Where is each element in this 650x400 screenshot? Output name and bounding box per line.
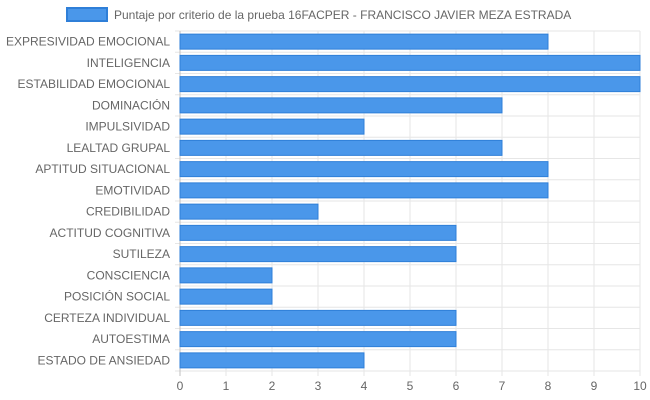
bar[interactable] <box>179 118 365 135</box>
bar[interactable] <box>179 331 457 348</box>
bar[interactable] <box>179 224 457 241</box>
x-axis-ticks: 0 1 2 3 4 5 6 7 8 9 10 <box>177 379 647 393</box>
x-tick-label: 1 <box>223 379 230 393</box>
legend-swatch <box>66 7 108 22</box>
bar[interactable] <box>179 139 503 156</box>
category-label: CERTEZA INDIVIDUAL <box>44 311 170 325</box>
bar[interactable] <box>179 246 457 263</box>
x-tick-label: 9 <box>591 379 598 393</box>
x-tick-label: 3 <box>315 379 322 393</box>
category-label: EXPRESIVIDAD EMOCIONAL <box>6 35 170 49</box>
category-label: SUTILEZA <box>113 247 170 261</box>
x-tick-label: 8 <box>545 379 552 393</box>
category-label: POSICIÓN SOCIAL <box>64 289 170 304</box>
bar[interactable] <box>179 288 273 305</box>
bar[interactable] <box>179 97 503 114</box>
bars <box>179 33 641 369</box>
category-label: EMOTIVIDAD <box>95 183 170 197</box>
category-label: ESTADO DE ANSIEDAD <box>38 353 171 367</box>
category-label: ESTABILIDAD EMOCIONAL <box>18 77 171 91</box>
bar[interactable] <box>179 309 457 326</box>
x-tick-label: 4 <box>361 379 368 393</box>
x-tick-label: 5 <box>407 379 414 393</box>
bar[interactable] <box>179 352 365 369</box>
category-label: CONSCIENCIA <box>87 268 170 282</box>
bar[interactable] <box>179 76 641 93</box>
category-label: INTELIGENCIA <box>87 56 170 70</box>
bar[interactable] <box>179 267 273 284</box>
category-label: APTITUD SITUACIONAL <box>35 162 170 176</box>
category-labels: EXPRESIVIDAD EMOCIONAL INTELIGENCIA ESTABI… <box>6 35 170 368</box>
bar[interactable] <box>179 203 319 220</box>
bar[interactable] <box>179 54 641 71</box>
category-label: LEALTAD GRUPAL <box>67 141 171 155</box>
bar[interactable] <box>179 33 549 50</box>
legend-label: Puntaje por criterio de la prueba 16FACP… <box>114 8 571 22</box>
category-label: CREDIBILIDAD <box>86 205 170 219</box>
x-tick-label: 2 <box>269 379 276 393</box>
x-tick-label: 6 <box>453 379 460 393</box>
bar[interactable] <box>179 182 549 199</box>
x-tick-label: 0 <box>177 379 184 393</box>
category-label: IMPULSIVIDAD <box>85 120 170 134</box>
x-tick-label: 7 <box>499 379 506 393</box>
bar[interactable] <box>179 161 549 178</box>
category-label: ACTITUD COGNITIVA <box>50 226 170 240</box>
x-tick-label: 10 <box>633 379 647 393</box>
category-label: AUTOESTIMA <box>92 332 170 346</box>
category-label: DOMINACIÓN <box>92 97 170 112</box>
legend[interactable]: Puntaje por criterio de la prueba 16FACP… <box>66 7 571 22</box>
